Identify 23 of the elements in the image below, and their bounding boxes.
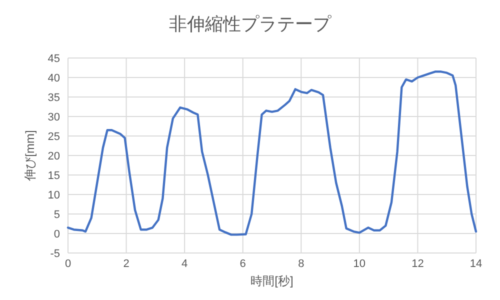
y-tick-label: 0 (54, 228, 60, 240)
x-tick-label: 6 (240, 258, 246, 270)
y-tick-label: 5 (54, 209, 60, 221)
x-tick-label: 0 (64, 258, 72, 270)
y-tick-label: -5 (50, 248, 60, 260)
y-tick-label: 40 (48, 72, 60, 84)
x-axis-title: 時間[秒] (250, 274, 294, 288)
chart-title: 非伸縮性プラテープ (169, 14, 332, 34)
y-tick-label: 35 (48, 92, 60, 104)
x-tick-label: 4 (182, 258, 188, 270)
x-tick-label: 2 (123, 258, 130, 270)
y-tick-label: 20 (48, 150, 60, 162)
y-tick-label: 25 (48, 131, 60, 143)
x-tick-label: 8 (298, 258, 304, 270)
y-tick-label: 45 (48, 53, 60, 65)
y-tick-label: 30 (48, 112, 60, 124)
x-tick-label: 10 (353, 258, 366, 270)
y-axis-title: 伸び[mm] (23, 130, 37, 182)
y-tick-label: 10 (48, 190, 60, 202)
line-series (66, 70, 478, 236)
x-tick-label: 14 (470, 258, 482, 270)
y-tick-label: 15 (48, 170, 60, 182)
x-tick-label: 12 (412, 258, 424, 270)
